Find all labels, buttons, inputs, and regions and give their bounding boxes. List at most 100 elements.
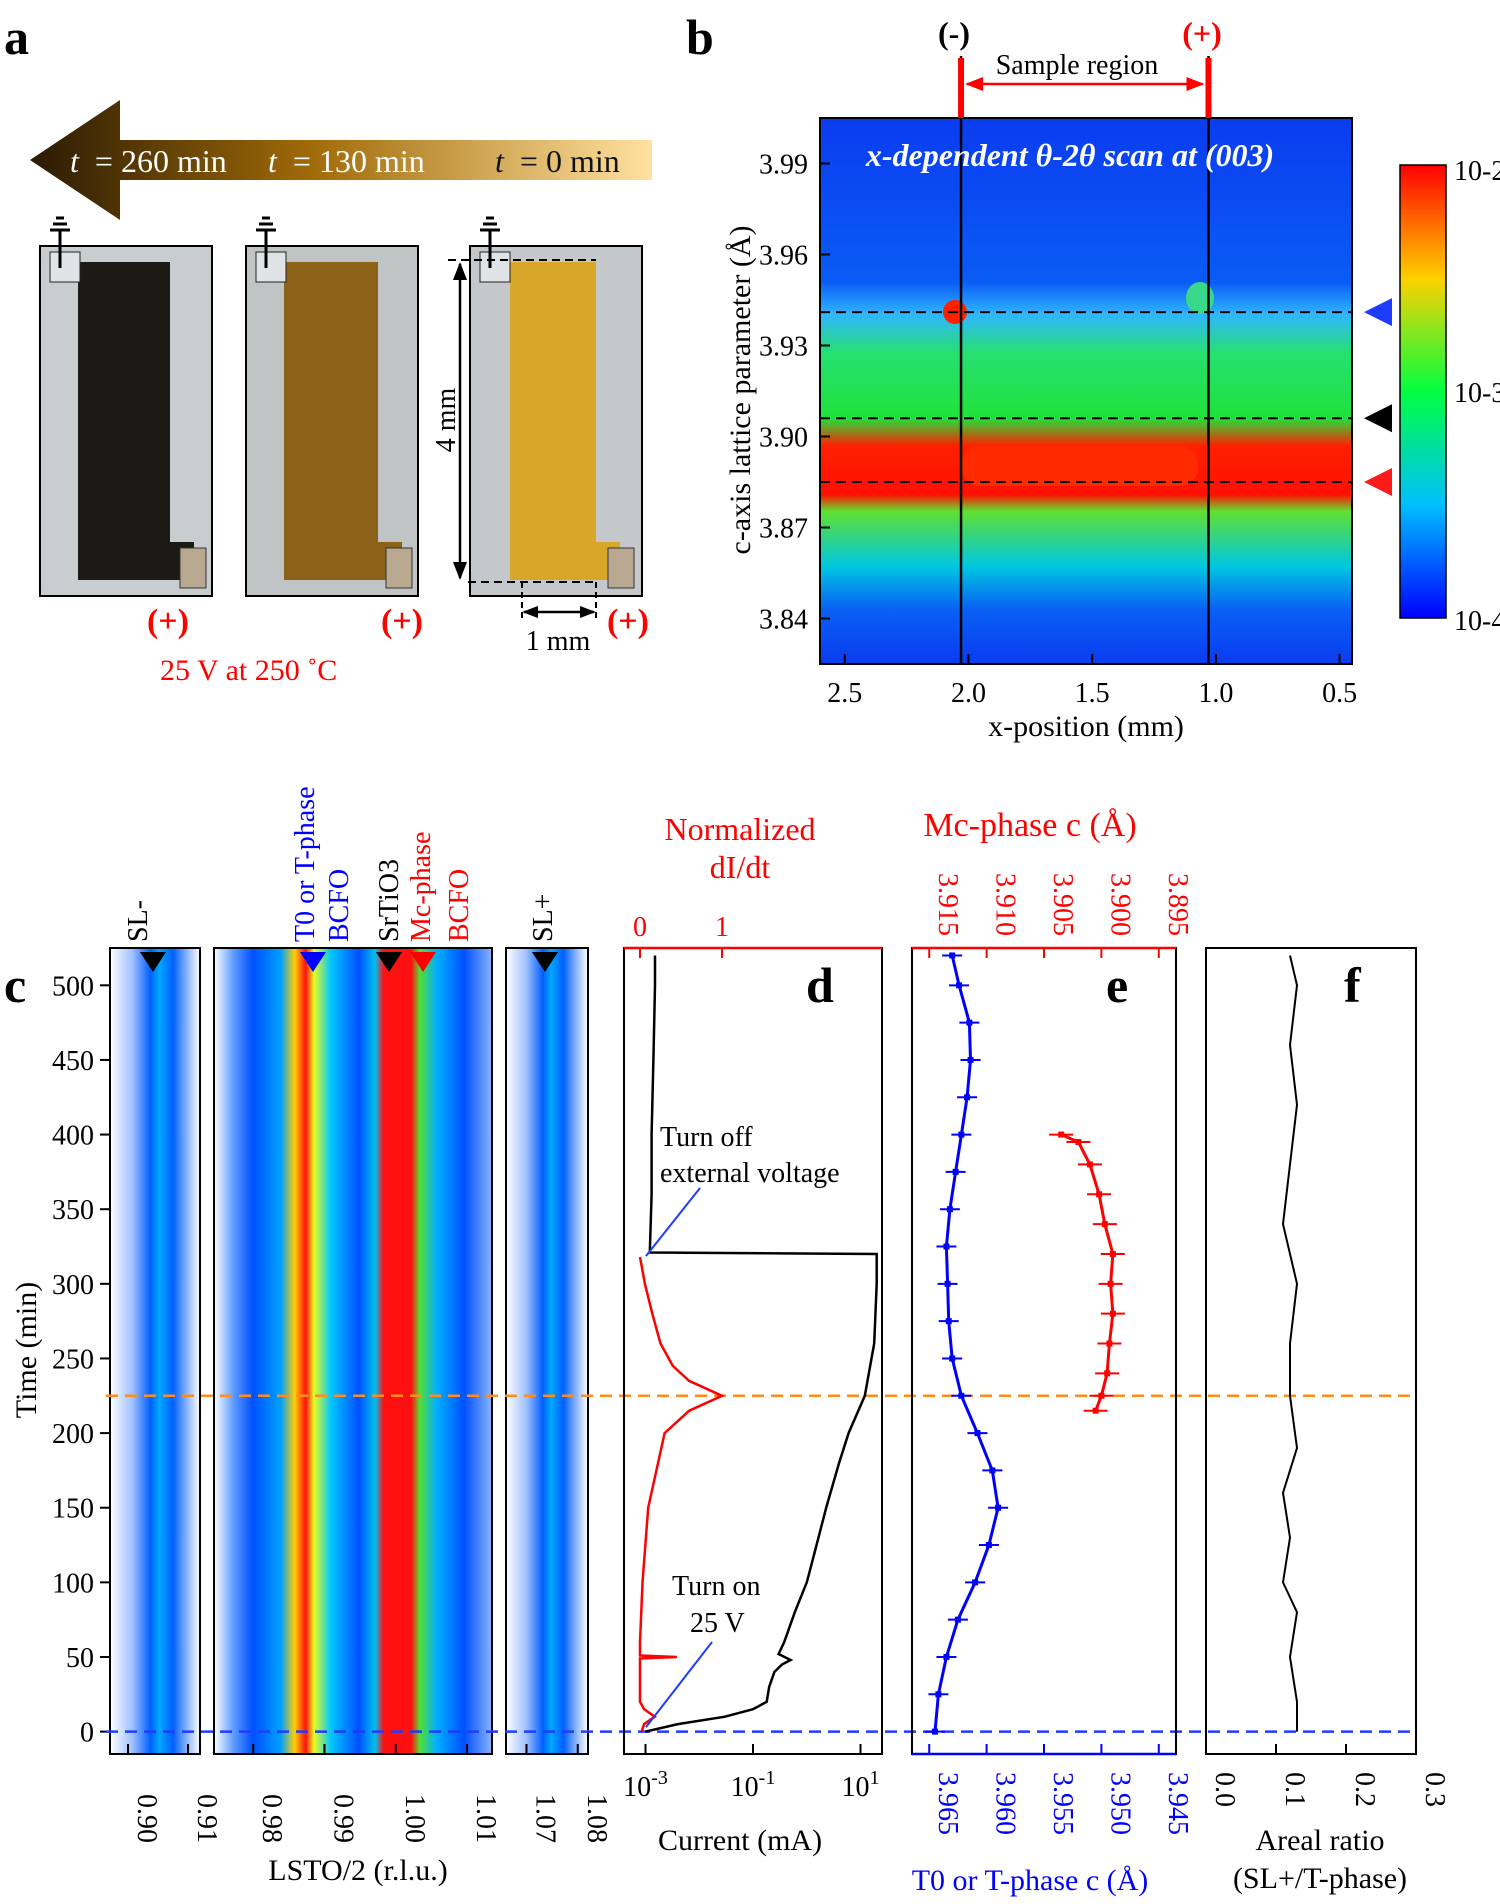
sub-panel-frame [109, 947, 201, 1755]
t-phase-point [985, 1542, 992, 1549]
panel-d-frame [623, 947, 883, 1755]
panel-e-axes: 3.965 3.960 3.955 3.950 3.945 3.915 3.910 3.905… [911, 873, 1193, 1835]
y-tick-label: 3.93 [759, 332, 808, 363]
sample-photo-130 [245, 216, 419, 597]
y-tick-label: 400 [52, 1121, 94, 1152]
t-phase-point [943, 1653, 950, 1660]
panel-b-title: x-dependent θ-2θ scan at (003) [865, 137, 1274, 173]
sample-photo-0 [448, 216, 643, 622]
x-tick-label: 3.950 [1104, 1772, 1135, 1835]
panel-f-frame [1205, 947, 1417, 1755]
mc-phase-point [1104, 1370, 1111, 1377]
arrow-head [1186, 77, 1205, 91]
x-tick-label: 3.955 [1047, 1772, 1078, 1835]
x-tick-label: 0.91 [191, 1794, 222, 1843]
x-tick-label: 1.08 [581, 1794, 612, 1843]
x-tick-label: 10-3 [623, 1767, 668, 1803]
panel-f: 0.0 0.1 0.2 0.3 f Areal ratio (SL+/T-phase) [1205, 947, 1450, 1895]
t-phase-point [964, 1094, 971, 1101]
top-tick-label: 1 [715, 912, 729, 943]
mc-phase-point [1109, 1310, 1116, 1317]
time-arrow [30, 100, 652, 220]
marker-srtio3 [376, 952, 402, 972]
panel-c: c 0.90 0.91 0.98 0.99 1.00 1.01 1.07 1.08050100… [4, 786, 1416, 1887]
x-tick-label: 1.00 [399, 1794, 430, 1843]
y-tick-label: 3.90 [759, 423, 808, 454]
t-phase-point [935, 1691, 942, 1698]
time-arrow-labels: t = 260 min t = 130 min t = 0 min [70, 143, 620, 179]
mc-phase-curve [1060, 1133, 1115, 1412]
scale-label-1mm: 1 mm [526, 626, 591, 657]
colorbar [1400, 165, 1446, 618]
areal-ratio-curve [1281, 955, 1299, 1732]
panel-e-xlabel: T0 or T-phase c (Å) [912, 1864, 1149, 1897]
top-tick-label: 3.905 [1047, 873, 1078, 936]
t-phase-point [949, 1355, 956, 1362]
marker-label-sl-plus: SL+ [528, 894, 559, 942]
panel-b-frame [819, 117, 1353, 665]
mc-phase-point [1107, 1280, 1114, 1287]
arrow-head [965, 77, 984, 91]
x-tick-label: 1.01 [470, 1794, 501, 1843]
x-tick-label: 0.98 [256, 1794, 287, 1843]
y-tick-label: 500 [52, 971, 94, 1002]
x-tick-label: 2.0 [951, 678, 986, 709]
colorbar-max: 10-2 [1454, 156, 1500, 187]
t-phase-point [946, 1206, 953, 1213]
mc-phase-point [1101, 1221, 1108, 1228]
svg-text:t = 260 min: t = 260 min [70, 143, 227, 179]
t-symbol: t [268, 143, 278, 179]
t-phase-point [974, 1430, 981, 1437]
annotation-turn-off-2: external voltage [660, 1158, 840, 1189]
y-tick-label: 200 [52, 1419, 94, 1450]
scale-bar-horizontal: 1 mm [522, 606, 596, 657]
marker-sl-plus [532, 952, 558, 972]
marker-label-t-phase: T0 or T-phase [290, 786, 321, 942]
panel-letter-c: c [4, 957, 26, 1013]
didt-curve [638, 1256, 726, 1732]
y-tick-label: 3.84 [759, 605, 808, 636]
panel-b-axes: 2.5 2.0 1.5 1.0 0.5 3.84 3.87 3.90 3.93 3.96 3.99 [759, 56, 1447, 709]
time-label-260: = 260 min [95, 143, 227, 179]
marker-t-phase [300, 952, 326, 972]
colorbar-min: 10-4 [1454, 606, 1500, 637]
t-phase-point [931, 1728, 938, 1735]
y-tick-label: 250 [52, 1344, 94, 1375]
y-tick-label: 300 [52, 1270, 94, 1301]
y-tick-label: 3.99 [759, 150, 808, 181]
panel-letter-a: a [4, 9, 29, 65]
t-phase-point [967, 1056, 974, 1063]
phase-marker [1364, 468, 1392, 496]
top-tick-label: 0 [633, 912, 647, 943]
time-label-0: = 0 min [520, 143, 620, 179]
scale-label-4mm: 4 mm [431, 388, 462, 453]
mc-phase-point [1086, 1161, 1093, 1168]
x-tick-label: 0.2 [1349, 1772, 1380, 1807]
panel-f-axes: 0.0 0.1 0.2 0.3 [1205, 947, 1450, 1807]
panel-letter-e: e [1106, 957, 1128, 1013]
scale-bar-vertical: 4 mm [431, 262, 467, 580]
x-tick-label: 1.5 [1075, 678, 1110, 709]
svg-text:t = 0 min: t = 0 min [495, 143, 620, 179]
x-tick-label: 0.1 [1279, 1772, 1310, 1807]
t-phase-point [966, 1019, 973, 1026]
x-tick-label: 0.3 [1419, 1772, 1450, 1807]
mc-phase-point [1075, 1139, 1082, 1146]
marker-label-t-phase-bcfo: BCFO [324, 869, 355, 942]
main-map [214, 948, 492, 1754]
electrode-plus-label: (+) [1182, 15, 1222, 51]
marker-sl-minus [140, 952, 166, 972]
x-tick-label: 3.965 [932, 1772, 963, 1835]
x-tick-label: 101 [842, 1767, 880, 1803]
mc-phase-point [1106, 1340, 1113, 1347]
panel-b: b 2.5 2.0 1.5 1.0 0.5 3.84 3.87 3.90 3.93 3.96 3.9… [686, 9, 1500, 743]
condition-label: 25 V at 250 ˚C [160, 654, 337, 687]
mc-phase-point [1098, 1392, 1105, 1399]
colorbar-mid: 10-3 [1454, 378, 1500, 409]
x-tick-label: 0.90 [131, 1794, 162, 1843]
panel-b-ylabel: c-axis lattice parameter (Å) [724, 226, 757, 555]
panel-f-xlabel-1: Areal ratio [1255, 1824, 1384, 1857]
